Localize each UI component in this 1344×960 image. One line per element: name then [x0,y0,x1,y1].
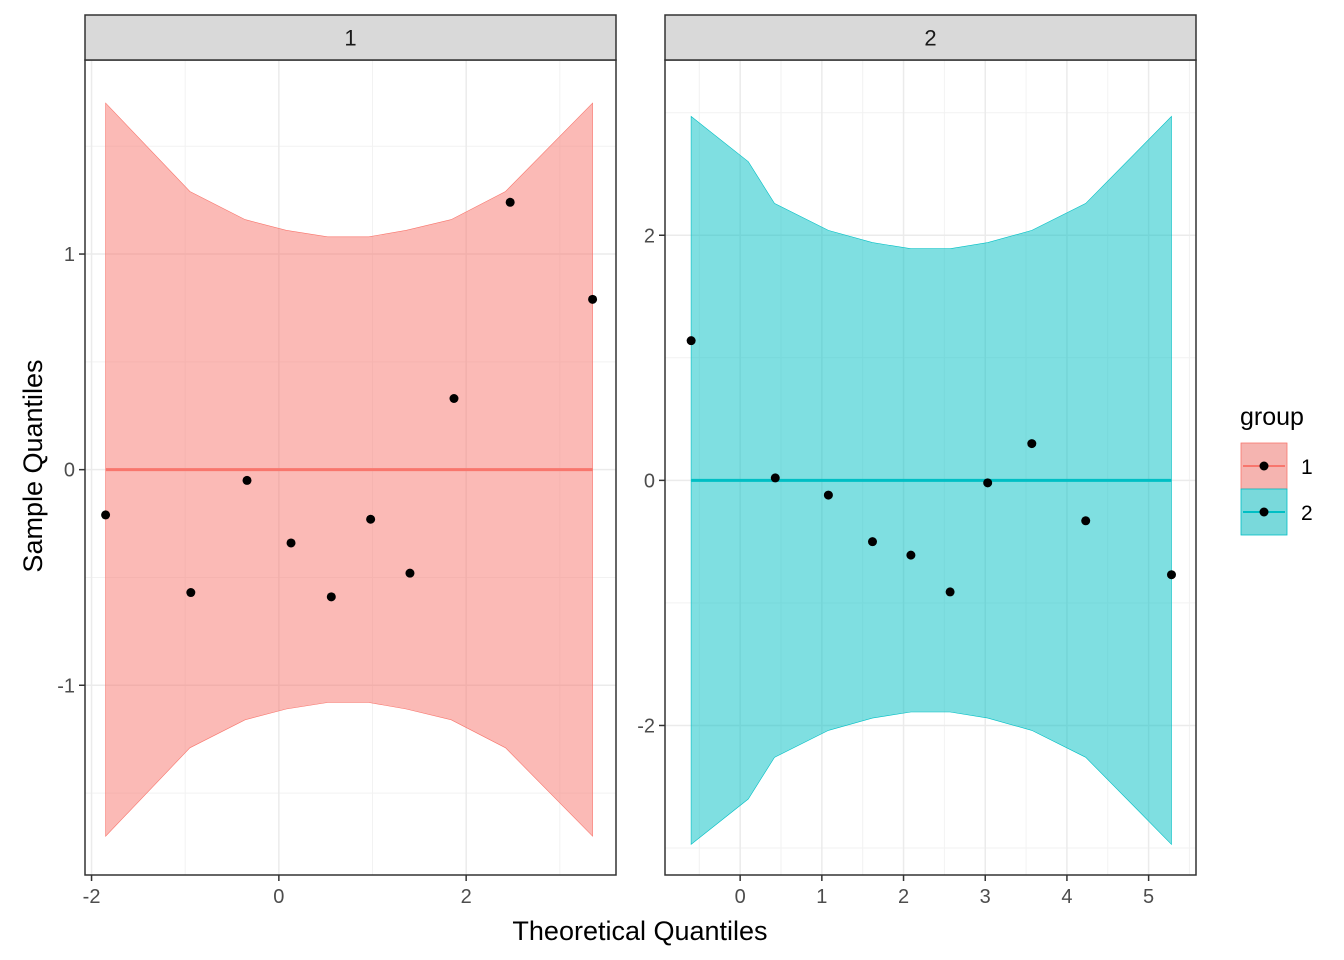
data-point [242,475,252,485]
x-tick-label: 2 [898,886,909,908]
legend-key-1: 1 [1240,442,1313,490]
data-point [326,592,336,602]
data-point [686,336,696,346]
data-point [505,197,515,207]
data-point [867,537,877,547]
y-axis-title: Sample Quantiles [18,359,48,572]
y-tick-label: 1 [64,244,75,266]
y-tick-label: -1 [57,675,75,697]
x-tick-label: 3 [980,886,991,908]
data-point [906,550,916,560]
legend-key-point [1259,507,1269,517]
data-point [983,478,993,488]
facet-strip-label: 2 [924,26,936,51]
facet-strip-label: 1 [344,26,356,51]
legend-label: 2 [1301,502,1313,525]
data-point [770,473,780,483]
x-tick-label: 2 [461,886,472,908]
legend-title: group [1240,403,1304,431]
data-point [405,568,415,578]
legend-label: 1 [1301,456,1313,479]
data-point [588,294,598,304]
facet-panel-1: 1 -2 0 2 -1 0 1 [57,14,617,908]
y-tick-label: 0 [64,460,75,482]
legend-key-point [1259,461,1269,471]
data-point [286,538,296,548]
facet-panels: 1 -2 0 2 -1 0 1 2 0 1 2 3 4 5 -2 0 2 [57,14,1197,908]
legend-key-2: 2 [1240,488,1313,536]
data-point [945,587,955,597]
facet-strip [84,14,617,61]
y-tick-label: 2 [644,225,655,247]
facet-strip [664,14,1197,61]
x-axis-title: Theoretical Quantiles [512,916,767,946]
legend-keys: 12 [1240,442,1313,536]
legend: group 12 [1240,403,1313,536]
y-tick-label: -2 [637,715,655,737]
data-point [449,394,459,404]
x-tick-label: 0 [735,886,746,908]
y-tick-label: 0 [644,470,655,492]
data-point [1027,439,1037,449]
data-point [101,510,111,520]
x-tick-label: 4 [1061,886,1072,908]
data-point [1166,570,1176,580]
x-tick-label: 5 [1143,886,1154,908]
x-tick-label: 0 [273,886,284,908]
data-point [366,514,376,524]
facet-panel-2: 2 0 1 2 3 4 5 -2 0 2 [637,14,1197,908]
x-tick-label: -2 [83,886,101,908]
data-point [823,490,833,500]
data-point [1081,516,1091,526]
data-point [186,588,196,598]
x-tick-label: 1 [816,886,827,908]
